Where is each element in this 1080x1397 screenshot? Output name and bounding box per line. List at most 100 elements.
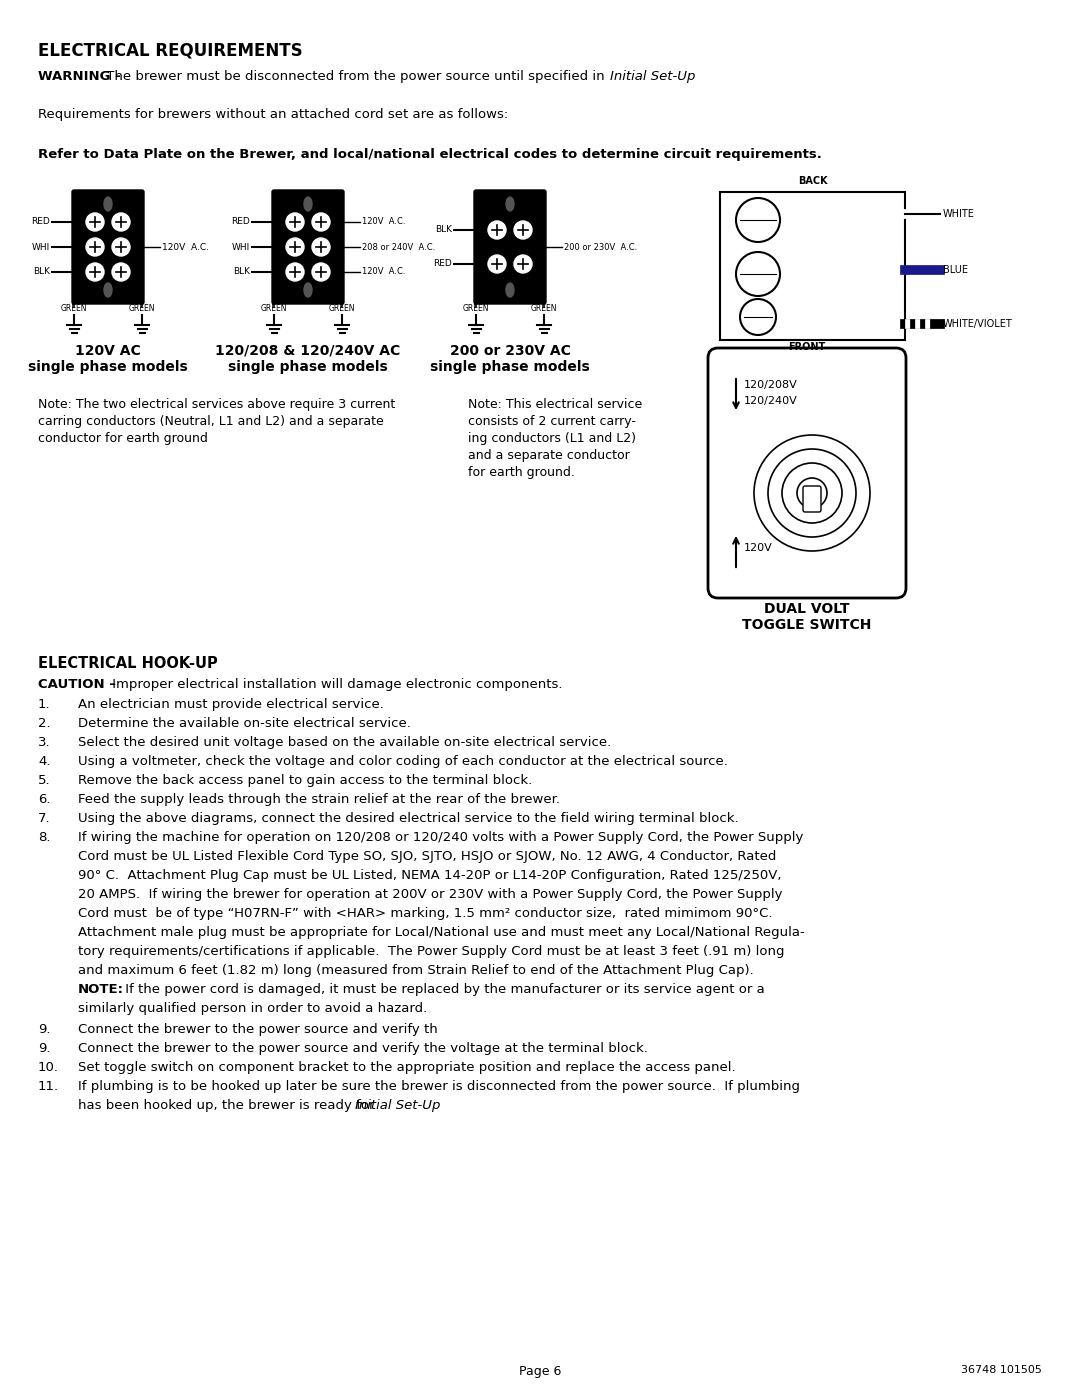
Circle shape xyxy=(488,221,507,239)
Text: 90° C.  Attachment Plug Cap must be UL Listed, NEMA 14-20P or L14-20P Configurat: 90° C. Attachment Plug Cap must be UL Li… xyxy=(78,869,782,882)
Circle shape xyxy=(312,263,330,281)
Circle shape xyxy=(735,198,780,242)
Text: 208 or 240V  A.C.: 208 or 240V A.C. xyxy=(362,243,435,251)
Text: Note: The two electrical services above require 3 current: Note: The two electrical services above … xyxy=(38,398,395,411)
Text: 200 or 230V AC: 200 or 230V AC xyxy=(449,344,570,358)
Text: L1: L1 xyxy=(276,258,286,268)
Ellipse shape xyxy=(303,284,312,298)
Text: 120V: 120V xyxy=(744,543,773,553)
Text: 200 or 230V  A.C.: 200 or 230V A.C. xyxy=(564,243,637,251)
Text: Select the desired unit voltage based on the available on-site electrical servic: Select the desired unit voltage based on… xyxy=(78,736,611,749)
Text: tory requirements/certifications if applicable.  The Power Supply Cord must be a: tory requirements/certifications if appl… xyxy=(78,944,784,958)
FancyBboxPatch shape xyxy=(708,348,906,598)
Text: ELECTRICAL HOOK-UP: ELECTRICAL HOOK-UP xyxy=(38,657,218,671)
Circle shape xyxy=(797,478,827,509)
Text: GREEN: GREEN xyxy=(129,305,156,313)
Text: Feed the supply leads through the strain relief at the rear of the brewer.: Feed the supply leads through the strain… xyxy=(78,793,561,806)
Text: Cord must be UL Listed Flexible Cord Type SO, SJO, SJTO, HSJO or SJOW, No. 12 AW: Cord must be UL Listed Flexible Cord Typ… xyxy=(78,849,777,863)
Text: 120V AC: 120V AC xyxy=(76,344,140,358)
FancyBboxPatch shape xyxy=(72,190,144,305)
Text: Connect the brewer to the power source and verify th: Connect the brewer to the power source a… xyxy=(78,1023,437,1037)
Text: 9.: 9. xyxy=(38,1042,51,1055)
Text: single phase models: single phase models xyxy=(228,360,388,374)
Text: If wiring the machine for operation on 120/208 or 120/240 volts with a Power Sup: If wiring the machine for operation on 1… xyxy=(78,831,804,844)
Text: BLK: BLK xyxy=(33,267,50,277)
Circle shape xyxy=(112,263,130,281)
Circle shape xyxy=(286,212,303,231)
Text: has been hooked up, the brewer is ready for: has been hooked up, the brewer is ready … xyxy=(78,1099,379,1112)
Text: Using a voltmeter, check the voltage and color coding of each conductor at the e: Using a voltmeter, check the voltage and… xyxy=(78,754,728,768)
Text: GREEN: GREEN xyxy=(260,305,287,313)
Text: GREEN: GREEN xyxy=(530,305,557,313)
Text: 120V  A.C.: 120V A.C. xyxy=(162,243,210,251)
Text: and maximum 6 feet (1.82 m) long (measured from Strain Relief to end of the Atta: and maximum 6 feet (1.82 m) long (measur… xyxy=(78,964,754,977)
Text: Remove the back access panel to gain access to the terminal block.: Remove the back access panel to gain acc… xyxy=(78,774,532,787)
Text: FRONT: FRONT xyxy=(788,342,825,352)
Bar xyxy=(720,191,905,339)
Text: Requirements for brewers without an attached cord set are as follows:: Requirements for brewers without an atta… xyxy=(38,108,509,122)
Text: consists of 2 current carry-: consists of 2 current carry- xyxy=(468,415,636,427)
Text: BACK: BACK xyxy=(798,176,827,186)
Text: WHITE: WHITE xyxy=(943,210,975,219)
Circle shape xyxy=(286,237,303,256)
Text: 7.: 7. xyxy=(38,812,51,826)
Text: L2: L2 xyxy=(276,210,286,218)
Text: L2: L2 xyxy=(478,251,488,260)
Text: Set toggle switch on component bracket to the appropriate position and replace t: Set toggle switch on component bracket t… xyxy=(78,1060,735,1074)
Circle shape xyxy=(312,212,330,231)
Circle shape xyxy=(86,263,104,281)
Text: .: . xyxy=(423,1099,427,1112)
Text: The brewer must be disconnected from the power source until specified in: The brewer must be disconnected from the… xyxy=(102,70,609,82)
Text: Cord must  be of type “H07RN-F” with <HAR> marking, 1.5 mm² conductor size,  rat: Cord must be of type “H07RN-F” with <HAR… xyxy=(78,907,772,921)
Text: Refer to Data Plate on the Brewer, and local/national electrical codes to determ: Refer to Data Plate on the Brewer, and l… xyxy=(38,148,822,161)
Text: L1: L1 xyxy=(478,217,488,226)
Circle shape xyxy=(754,434,870,550)
Ellipse shape xyxy=(303,197,312,211)
Text: 6.: 6. xyxy=(38,793,51,806)
Circle shape xyxy=(740,299,777,335)
Text: N: N xyxy=(276,235,282,243)
Text: similarly qualified person in order to avoid a hazard.: similarly qualified person in order to a… xyxy=(78,1002,428,1016)
Circle shape xyxy=(514,256,532,272)
Text: 4.: 4. xyxy=(38,754,51,768)
Text: single phase models: single phase models xyxy=(430,360,590,374)
Text: 120V  A.C.: 120V A.C. xyxy=(362,267,405,277)
Text: 10.: 10. xyxy=(38,1060,59,1074)
Text: Page 6: Page 6 xyxy=(518,1365,562,1377)
Text: WHI: WHI xyxy=(232,243,249,251)
Text: for earth ground.: for earth ground. xyxy=(468,467,575,479)
Text: If the power cord is damaged, it must be replaced by the manufacturer or its ser: If the power cord is damaged, it must be… xyxy=(121,983,765,996)
Circle shape xyxy=(286,263,303,281)
Circle shape xyxy=(86,212,104,231)
Text: and a separate conductor: and a separate conductor xyxy=(468,448,630,462)
Text: CAUTION –: CAUTION – xyxy=(38,678,116,692)
Text: GREEN: GREEN xyxy=(462,305,489,313)
Text: RED: RED xyxy=(31,218,50,226)
Text: conductor for earth ground: conductor for earth ground xyxy=(38,432,207,446)
Text: Determine the available on-site electrical service.: Determine the available on-site electric… xyxy=(78,717,410,731)
FancyBboxPatch shape xyxy=(804,486,821,511)
Text: BLK: BLK xyxy=(233,267,249,277)
Circle shape xyxy=(782,462,842,522)
Text: 5.: 5. xyxy=(38,774,51,787)
Text: Initial Set-Up: Initial Set-Up xyxy=(610,70,696,82)
Circle shape xyxy=(86,237,104,256)
Text: 1.: 1. xyxy=(38,698,51,711)
Text: L1: L1 xyxy=(76,258,86,268)
Text: carring conductors (Neutral, L1 and L2) and a separate: carring conductors (Neutral, L1 and L2) … xyxy=(38,415,383,427)
Text: GREEN: GREEN xyxy=(60,305,87,313)
Text: BLK: BLK xyxy=(435,225,453,235)
Text: Note: This electrical service: Note: This electrical service xyxy=(468,398,643,411)
Text: Using the above diagrams, connect the desired electrical service to the field wi: Using the above diagrams, connect the de… xyxy=(78,812,739,826)
Text: 36748 101505: 36748 101505 xyxy=(961,1365,1042,1375)
FancyBboxPatch shape xyxy=(474,190,546,305)
Text: Connect the brewer to the power source and verify the voltage at the terminal bl: Connect the brewer to the power source a… xyxy=(78,1042,648,1055)
FancyBboxPatch shape xyxy=(272,190,345,305)
Text: DUAL VOLT: DUAL VOLT xyxy=(765,602,850,616)
Text: ing conductors (L1 and L2): ing conductors (L1 and L2) xyxy=(468,432,636,446)
Text: NOTE:: NOTE: xyxy=(78,983,124,996)
Text: 2.: 2. xyxy=(38,717,51,731)
Circle shape xyxy=(514,221,532,239)
Text: WARNING -: WARNING - xyxy=(38,70,121,82)
Text: L2: L2 xyxy=(76,210,86,218)
